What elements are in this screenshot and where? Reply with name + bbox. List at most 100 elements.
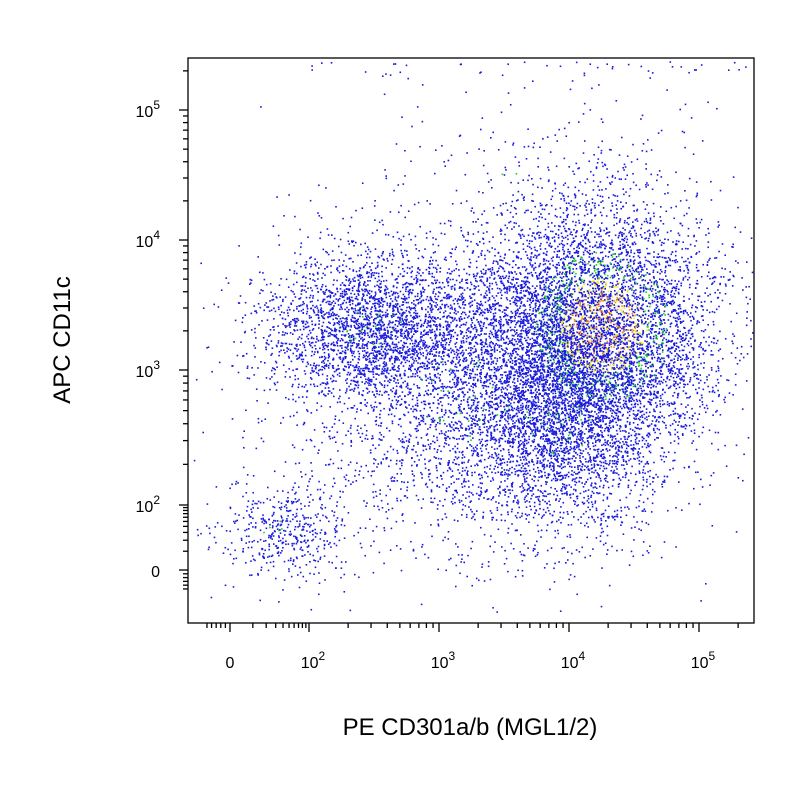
data-point (700, 362, 702, 365)
data-point (589, 340, 591, 342)
data-point (506, 209, 509, 211)
data-point (636, 158, 639, 161)
data-point (557, 292, 559, 294)
data-point (610, 242, 613, 245)
data-point (627, 223, 630, 226)
data-point (659, 294, 662, 297)
data-point (611, 299, 614, 302)
data-point (669, 315, 672, 318)
data-point (628, 325, 631, 327)
data-point (582, 271, 585, 274)
data-point (582, 360, 585, 362)
data-point (484, 348, 487, 351)
data-point (625, 329, 628, 331)
data-point (546, 241, 548, 244)
data-point (712, 320, 715, 323)
data-point (650, 364, 653, 367)
data-point (507, 329, 509, 331)
data-point (604, 439, 606, 441)
data-point (585, 314, 588, 317)
data-point (646, 334, 648, 336)
data-point (602, 264, 605, 267)
data-point (549, 364, 551, 367)
data-point (702, 263, 704, 266)
data-point (607, 330, 609, 332)
data-point (472, 409, 474, 412)
data-point (559, 341, 561, 344)
data-point (561, 379, 564, 382)
data-point (474, 277, 477, 280)
data-point (489, 276, 491, 279)
data-point (595, 241, 598, 244)
data-point (478, 418, 480, 420)
data-point (600, 323, 603, 326)
data-point (508, 275, 510, 278)
data-point (588, 430, 591, 433)
data-point (588, 398, 591, 400)
data-point (577, 297, 580, 299)
data-point (551, 334, 553, 336)
data-point (548, 398, 551, 401)
data-point (646, 230, 649, 233)
data-point (585, 355, 587, 357)
data-point (599, 245, 601, 247)
data-point (520, 322, 522, 325)
data-point (610, 310, 612, 312)
data-point (576, 411, 578, 414)
data-point (632, 314, 634, 317)
data-point (658, 263, 661, 266)
data-point (579, 338, 581, 340)
data-point (450, 351, 452, 354)
data-point (540, 236, 542, 239)
data-point (627, 263, 630, 266)
data-point (537, 350, 539, 352)
data-point (608, 196, 610, 199)
data-point (663, 297, 666, 299)
data-point (639, 294, 642, 296)
data-point (730, 320, 732, 323)
data-point (500, 289, 503, 292)
data-point (665, 303, 668, 305)
data-point (589, 227, 592, 229)
data-point (560, 305, 562, 307)
data-point (623, 275, 625, 278)
data-point (598, 305, 600, 308)
data-point (460, 410, 462, 413)
data-point (617, 461, 619, 463)
data-point (469, 295, 471, 298)
data-point (574, 448, 576, 451)
data-point (705, 234, 707, 236)
data-point (541, 334, 544, 336)
data-point (643, 263, 646, 266)
data-point (615, 396, 617, 399)
data-point (547, 388, 550, 390)
data-point (579, 357, 581, 359)
data-point (541, 294, 543, 297)
data-point (607, 371, 609, 374)
data-point (702, 309, 704, 311)
data-point (643, 352, 645, 355)
data-point (686, 397, 688, 399)
data-point (702, 347, 704, 350)
data-point (589, 316, 592, 319)
data-point (504, 314, 507, 317)
data-point (715, 384, 717, 387)
data-point (628, 397, 631, 399)
data-point (479, 241, 481, 243)
data-point (547, 333, 550, 335)
data-point (548, 294, 551, 296)
data-point (544, 263, 547, 265)
data-point (545, 279, 548, 282)
data-point (564, 363, 566, 365)
data-point (495, 370, 498, 372)
data-point (623, 305, 626, 307)
data-point (676, 261, 679, 263)
data-point (488, 298, 491, 301)
data-point (585, 209, 588, 211)
data-point (684, 310, 687, 313)
data-point (571, 357, 574, 359)
data-point (655, 377, 657, 379)
data-point (596, 377, 598, 380)
data-point (537, 344, 540, 346)
data-point (521, 297, 524, 299)
